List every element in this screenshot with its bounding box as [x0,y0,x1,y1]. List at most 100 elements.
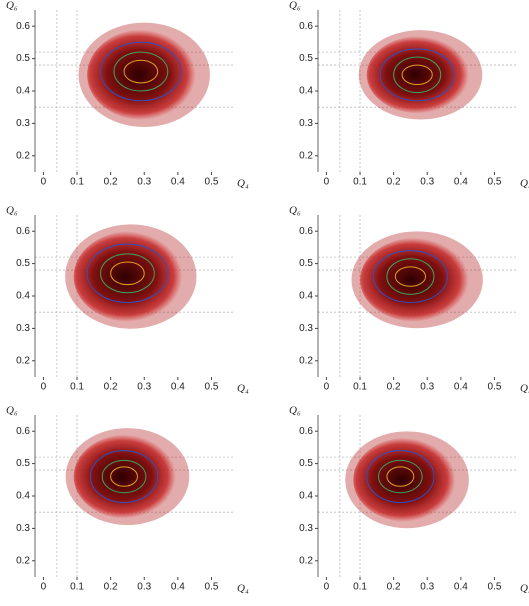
contour [394,266,427,287]
x-tick-label: 0.5 [488,582,502,593]
contour [378,459,423,494]
contour [123,59,159,84]
x-tick-label: 0.4 [171,582,185,593]
y-tick-label: 0.3 [299,523,313,534]
panel: 0 0.1 0.2 0.3 0.4 0.5 0.2 0.3 0.4 0.5 0.6 Q₆ Q₄ [6,0,249,190]
x-axis-label: Q₄ [520,583,529,595]
x-tick-label: 0 [324,177,330,188]
y-axis-label: Q₆ [289,405,301,417]
x-tick-label: 0.5 [488,382,502,393]
y-axis-label: Q₆ [289,0,301,12]
contour [101,459,147,494]
x-tick-label: 0.1 [353,582,367,593]
y-tick-label: 0.6 [16,226,30,237]
point-cloud [73,434,182,519]
y-tick-label: 0.4 [299,291,313,302]
y-tick-label: 0.2 [299,150,313,161]
y-tick-label: 0.5 [16,53,30,64]
y-axis-label: Q₆ [6,205,18,217]
x-tick-label: 0.3 [420,382,434,393]
y-tick-label: 0.6 [16,426,30,437]
panel: 0 0.1 0.2 0.3 0.4 0.5 0.2 0.3 0.4 0.5 0.6 Q₆ Q₄ [6,205,249,395]
x-tick-label: 0.4 [171,177,185,188]
y-tick-label: 0.6 [16,21,30,32]
y-axis-label: Q₆ [6,405,18,417]
x-tick-label: 0.5 [205,177,219,188]
y-tick-label: 0.3 [299,118,313,129]
contour [89,450,159,503]
contour [386,466,415,487]
panel: 0 0.1 0.2 0.3 0.4 0.5 0.2 0.3 0.4 0.5 0.6 Q₆ Q₄ [289,405,529,595]
contour [372,250,448,303]
y-tick-label: 0.5 [299,458,313,469]
contour [113,51,169,92]
y-tick-label: 0.4 [299,491,313,502]
x-tick-label: 0.3 [420,582,434,593]
x-tick-label: 0.2 [387,582,401,593]
x-tick-label: 0.1 [353,177,367,188]
x-tick-label: 0.3 [137,582,151,593]
x-axis-label: Q₄ [520,178,529,190]
x-tick-label: 0.2 [104,382,118,393]
x-tick-label: 0.2 [104,582,118,593]
y-tick-label: 0.5 [299,53,313,64]
x-tick-label: 0.3 [420,177,434,188]
panel: 0 0.1 0.2 0.3 0.4 0.5 0.2 0.3 0.4 0.5 0.6 Q₆ Q₄ [289,205,529,395]
y-tick-label: 0.6 [299,226,313,237]
x-tick-label: 0.5 [205,582,219,593]
y-tick-label: 0.5 [16,258,30,269]
y-tick-label: 0.3 [299,323,313,334]
y-tick-label: 0.5 [299,258,313,269]
y-tick-label: 0.2 [299,355,313,366]
y-tick-label: 0.3 [16,118,30,129]
y-tick-label: 0.2 [299,555,313,566]
y-tick-label: 0.4 [16,491,30,502]
x-axis-label: Q₄ [237,178,249,190]
x-tick-label: 0.2 [387,177,401,188]
x-tick-label: 0 [41,582,47,593]
x-axis-label: Q₄ [520,383,529,395]
contour [100,41,182,102]
x-tick-label: 0.5 [205,382,219,393]
contour [100,253,155,294]
x-tick-label: 0.3 [137,382,151,393]
y-tick-label: 0.3 [16,323,30,334]
x-axis-label: Q₄ [237,383,249,395]
x-tick-label: 0 [324,582,330,593]
y-tick-label: 0.2 [16,555,30,566]
point-cloud [366,35,475,114]
x-tick-label: 0.1 [70,177,84,188]
contour [366,450,435,503]
x-tick-label: 0.2 [104,177,118,188]
contour [386,258,435,295]
y-tick-label: 0.6 [299,21,313,32]
point-cloud [87,29,202,121]
y-tick-label: 0.3 [16,523,30,534]
point-cloud [73,231,188,322]
y-tick-label: 0.4 [299,86,313,97]
y-axis-label: Q₆ [6,0,18,12]
y-tick-label: 0.2 [16,355,30,366]
contour [379,48,455,102]
y-axis-label: Q₆ [289,205,301,217]
x-tick-label: 0.1 [353,382,367,393]
x-tick-label: 0.4 [454,177,468,188]
x-axis-label: Q₄ [237,583,249,595]
y-tick-label: 0.4 [16,86,30,97]
x-tick-label: 0.4 [171,382,185,393]
x-tick-label: 0.4 [454,382,468,393]
x-tick-label: 0 [41,177,47,188]
x-tick-label: 0.5 [488,177,502,188]
panel: 0 0.1 0.2 0.3 0.4 0.5 0.2 0.3 0.4 0.5 0.6 Q₆ Q₄ [6,405,249,595]
x-tick-label: 0.3 [137,177,151,188]
x-tick-label: 0 [41,382,47,393]
x-tick-label: 0 [324,382,330,393]
point-cloud [353,437,461,522]
point-cloud [360,237,475,322]
x-tick-label: 0.2 [387,382,401,393]
contour [86,243,169,303]
contour [110,466,139,487]
panel: 0 0.1 0.2 0.3 0.4 0.5 0.2 0.3 0.4 0.5 0.6 Q₆ Q₄ [289,0,529,190]
x-tick-label: 0.4 [454,582,468,593]
